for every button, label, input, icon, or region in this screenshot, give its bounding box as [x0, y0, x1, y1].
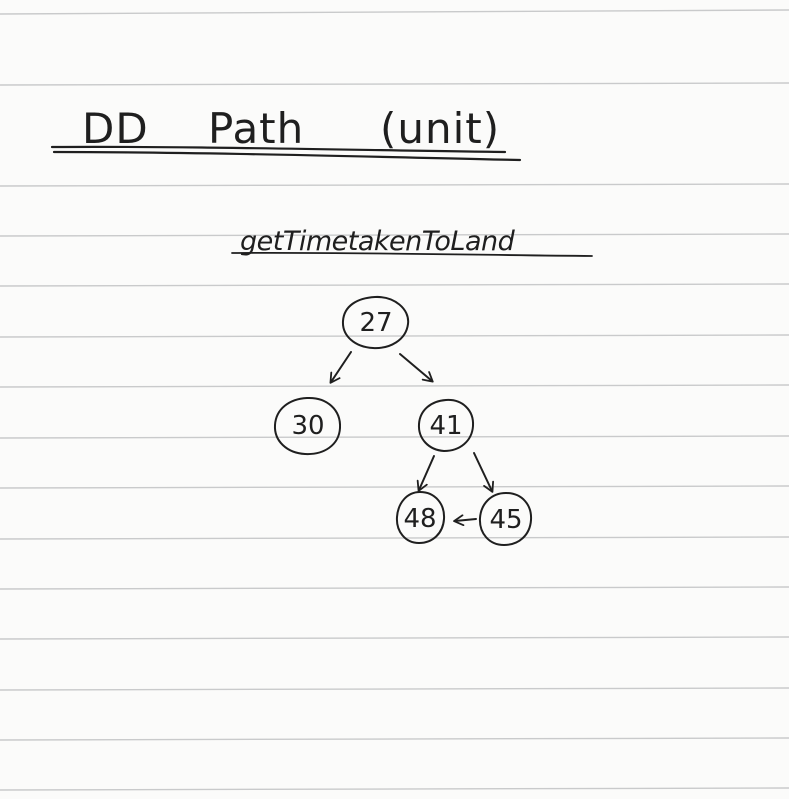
node-45-label: 45 — [489, 505, 522, 535]
node-48: 48 — [395, 491, 446, 544]
edges — [329, 351, 494, 527]
node-48-label: 48 — [403, 504, 436, 534]
node-30: 30 — [273, 396, 342, 456]
edge-45-48 — [453, 514, 477, 527]
edge-27-41 — [399, 353, 434, 383]
title-unit: (unit) — [380, 104, 500, 153]
node-45: 45 — [478, 492, 533, 546]
ruled-lines — [0, 9, 789, 791]
edge-27-30 — [329, 351, 352, 384]
title-underline — [50, 145, 522, 162]
function-underline — [231, 251, 593, 257]
title-path: Path — [208, 104, 304, 153]
node-41: 41 — [417, 398, 475, 452]
node-27: 27 — [341, 295, 410, 350]
edge-41-48 — [416, 455, 435, 492]
edge-41-45 — [473, 452, 494, 493]
function-name: getTimetakenToLand — [240, 226, 516, 257]
node-30-label: 30 — [291, 411, 324, 441]
node-27-label: 27 — [359, 308, 392, 338]
title-dd: DD — [82, 104, 149, 153]
node-41-label: 41 — [429, 411, 462, 441]
